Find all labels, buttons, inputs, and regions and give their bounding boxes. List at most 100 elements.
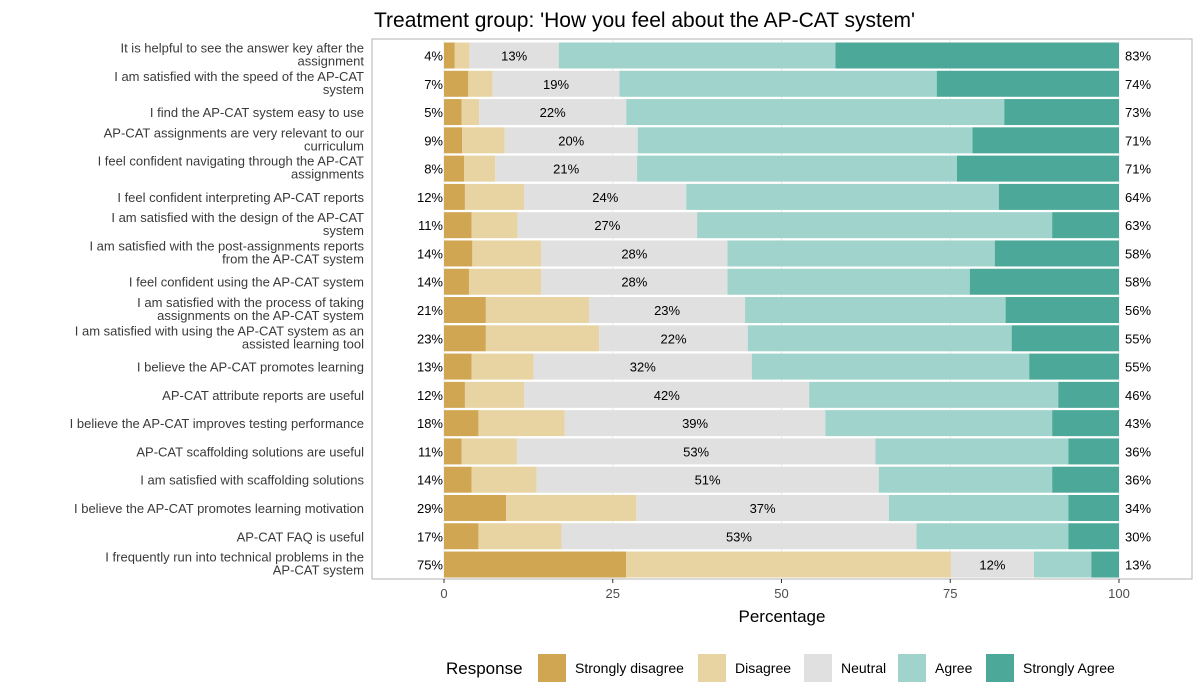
bar-segment-strongly-disagree bbox=[444, 353, 472, 380]
neutral-percent-label: 22% bbox=[660, 331, 686, 346]
bar-segment-disagree bbox=[462, 127, 505, 154]
bar-segment-disagree bbox=[506, 494, 637, 521]
left-percent-label: 12% bbox=[417, 190, 443, 205]
category-label: I feel confident using the AP-CAT system bbox=[129, 275, 364, 290]
neutral-percent-label: 37% bbox=[750, 501, 776, 516]
bar-segment-strongly-agree bbox=[936, 70, 1119, 97]
bar-segment-neutral bbox=[479, 99, 627, 126]
bar-segment-agree bbox=[558, 42, 836, 69]
right-percent-label: 46% bbox=[1125, 388, 1151, 403]
right-percent-label: 74% bbox=[1125, 77, 1151, 92]
bar-segment-strongly-disagree bbox=[444, 523, 479, 550]
bar-segment-strongly-agree bbox=[1052, 466, 1119, 493]
right-percent-label: 34% bbox=[1125, 501, 1151, 516]
bar-segment-disagree bbox=[471, 466, 537, 493]
bar-segment-neutral bbox=[533, 353, 752, 380]
bar-segment-neutral bbox=[517, 212, 698, 239]
bar-segment-agree bbox=[916, 523, 1069, 550]
bar-segment-strongly-agree bbox=[969, 268, 1119, 295]
bar-segment-strongly-agree bbox=[1004, 99, 1119, 126]
neutral-percent-label: 39% bbox=[682, 416, 708, 431]
right-percent-label: 71% bbox=[1125, 133, 1151, 148]
right-percent-label: 56% bbox=[1125, 303, 1151, 318]
bar-segment-strongly-disagree bbox=[444, 494, 507, 521]
category-label: AP-CAT scaffolding solutions are useful bbox=[136, 444, 364, 459]
bar-segment-strongly-disagree bbox=[444, 99, 462, 126]
bar-segment-strongly-agree bbox=[957, 155, 1119, 182]
right-percent-label: 64% bbox=[1125, 190, 1151, 205]
bar-segment-strongly-agree bbox=[1068, 523, 1119, 550]
bar-segment-neutral bbox=[541, 268, 728, 295]
left-percent-label: 8% bbox=[424, 162, 443, 177]
neutral-percent-label: 23% bbox=[654, 303, 680, 318]
x-tick-label: 75 bbox=[943, 586, 957, 601]
bar-segment-strongly-agree bbox=[994, 240, 1119, 267]
category-label: I believe the AP-CAT promotes learning m… bbox=[74, 501, 364, 516]
bar-segment-strongly-agree bbox=[1068, 494, 1119, 521]
bar-segment-neutral bbox=[469, 42, 559, 69]
neutral-percent-label: 42% bbox=[654, 388, 680, 403]
bar-segment-strongly-disagree bbox=[444, 70, 469, 97]
legend-label: Strongly Agree bbox=[1023, 660, 1115, 676]
row-labels: It is helpful to see the answer key afte… bbox=[70, 41, 1152, 578]
bar-segment-disagree bbox=[454, 42, 470, 69]
legend-swatch bbox=[986, 654, 1014, 682]
category-label: AP-CAT assignments are very relevant to … bbox=[104, 125, 365, 153]
bar-segment-disagree bbox=[478, 523, 562, 550]
bar-segment-neutral bbox=[536, 466, 879, 493]
legend: Response Strongly disagree Disagree Neutra… bbox=[446, 654, 1115, 682]
bar-segment-neutral bbox=[636, 494, 889, 521]
bar-segment-neutral bbox=[589, 297, 746, 324]
bar-segment-strongly-disagree bbox=[444, 183, 465, 210]
x-tick-label: 100 bbox=[1108, 586, 1130, 601]
bar-segment-agree bbox=[809, 381, 1059, 408]
bars bbox=[444, 42, 1119, 578]
bar-segment-strongly-disagree bbox=[444, 155, 465, 182]
bar-segment-strongly-disagree bbox=[444, 212, 472, 239]
category-label: I frequently run into technical problems… bbox=[105, 550, 364, 578]
bar-segment-strongly-disagree bbox=[444, 268, 469, 295]
left-percent-label: 5% bbox=[424, 105, 443, 120]
bar-segment-strongly-disagree bbox=[444, 551, 627, 578]
bar-segment-strongly-disagree bbox=[444, 240, 473, 267]
left-percent-label: 18% bbox=[417, 416, 443, 431]
bar-segment-disagree bbox=[464, 183, 525, 210]
chart-title: Treatment group: 'How you feel about the… bbox=[374, 9, 915, 32]
bar-segment-agree bbox=[1033, 551, 1092, 578]
bar-segment-agree bbox=[727, 240, 995, 267]
legend-swatch bbox=[898, 654, 926, 682]
left-percent-label: 75% bbox=[417, 558, 443, 573]
right-percent-label: 73% bbox=[1125, 105, 1151, 120]
bar-segment-agree bbox=[747, 325, 1012, 352]
bar-segment-strongly-agree bbox=[1052, 212, 1119, 239]
right-percent-label: 55% bbox=[1125, 331, 1151, 346]
bar-segment-agree bbox=[825, 410, 1053, 437]
left-percent-label: 7% bbox=[424, 77, 443, 92]
bar-segment-agree bbox=[751, 353, 1030, 380]
neutral-percent-label: 27% bbox=[594, 218, 620, 233]
bar-segment-strongly-disagree bbox=[444, 297, 486, 324]
bar-segment-agree bbox=[888, 494, 1069, 521]
bar-segment-strongly-agree bbox=[1005, 297, 1119, 324]
bar-segment-neutral bbox=[495, 155, 638, 182]
bar-segment-neutral bbox=[504, 127, 638, 154]
category-label: I am satisfied with the design of the AP… bbox=[111, 210, 364, 238]
x-tick-label: 50 bbox=[774, 586, 788, 601]
bar-segment-strongly-agree bbox=[1058, 381, 1119, 408]
bar-segment-strongly-agree bbox=[835, 42, 1119, 69]
left-percent-label: 14% bbox=[417, 275, 443, 290]
bar-segment-neutral bbox=[541, 240, 728, 267]
bar-segment-strongly-agree bbox=[1011, 325, 1119, 352]
bar-segment-strongly-agree bbox=[1029, 353, 1119, 380]
bar-segment-disagree bbox=[461, 438, 517, 465]
right-percent-label: 63% bbox=[1125, 218, 1151, 233]
legend-swatch bbox=[698, 654, 726, 682]
neutral-percent-label: 28% bbox=[621, 246, 647, 261]
neutral-percent-label: 51% bbox=[695, 473, 721, 488]
category-label: I am satisfied with scaffolding solution… bbox=[140, 473, 364, 488]
left-percent-label: 13% bbox=[417, 360, 443, 375]
x-axis: 0 25 50 75 100 bbox=[440, 579, 1130, 601]
bar-segment-disagree bbox=[468, 70, 493, 97]
bar-segment-strongly-disagree bbox=[444, 325, 486, 352]
bar-segment-disagree bbox=[626, 551, 951, 578]
